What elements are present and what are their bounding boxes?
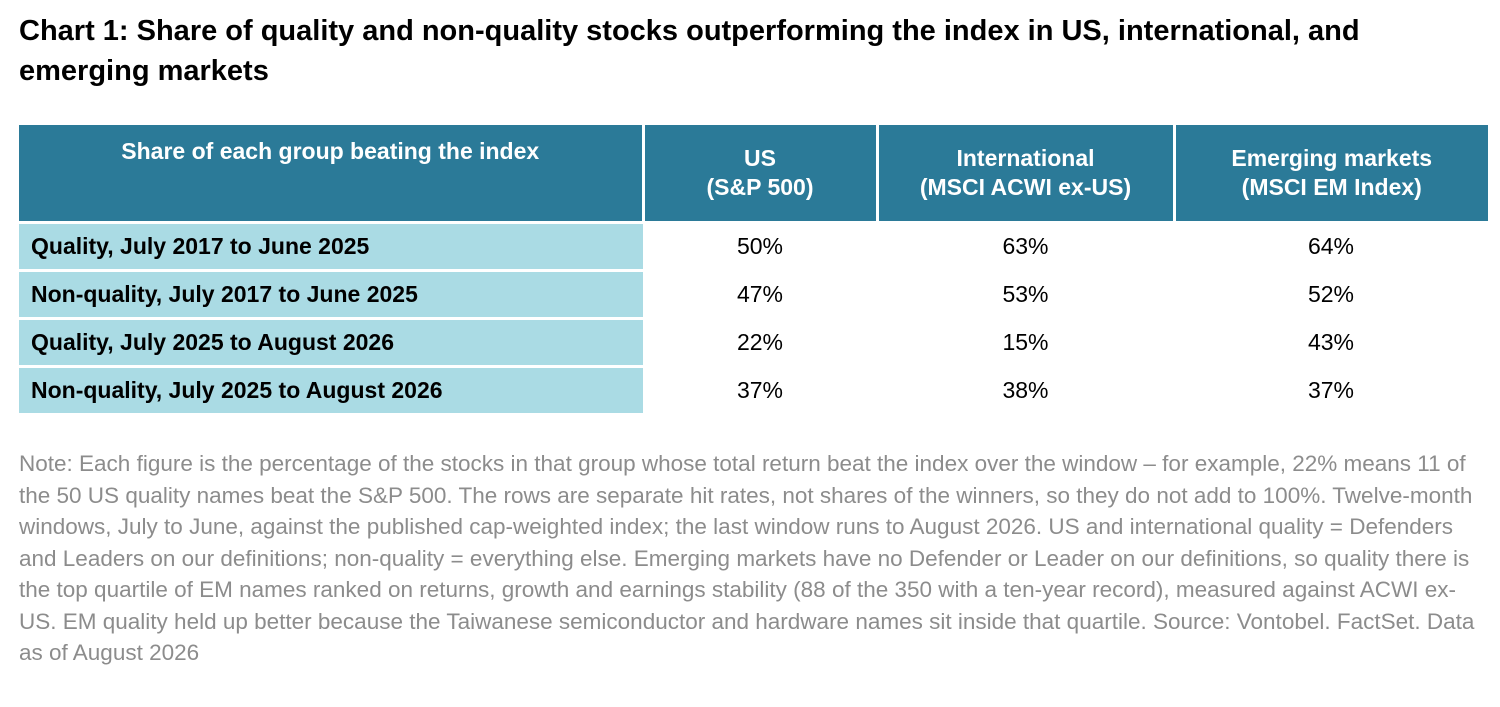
- row-label: Non-quality, July 2025 to August 2026: [19, 366, 643, 416]
- value-cell-us: 50%: [643, 222, 877, 272]
- value-cell-emerging-markets: 43%: [1174, 318, 1488, 368]
- column-header-us: US (S&P 500): [641, 125, 879, 224]
- row-label: Quality, July 2025 to August 2026: [19, 318, 643, 368]
- column-header-emerging-markets: Emerging markets (MSCI EM Index): [1172, 125, 1488, 224]
- row-label: Quality, July 2017 to June 2025: [19, 222, 643, 272]
- table-row: Non-quality, July 2025 to August 2026 37…: [19, 366, 1488, 416]
- value-cell-us: 22%: [643, 318, 877, 368]
- value-cell-international: 38%: [877, 366, 1174, 416]
- chart-title: Chart 1: Share of quality and non-qualit…: [19, 15, 1360, 87]
- outperformance-table: Share of each group beating the index US…: [19, 125, 1488, 416]
- row-label-header: Share of each group beating the index: [19, 125, 645, 224]
- table-row: Non-quality, July 2017 to June 2025 47% …: [19, 270, 1488, 320]
- value-cell-us: 47%: [643, 270, 877, 320]
- chart-note: Note: Each figure is the percentage of t…: [19, 451, 1475, 665]
- table-header-row: Share of each group beating the index US…: [19, 125, 1488, 224]
- value-cell-emerging-markets: 52%: [1174, 270, 1488, 320]
- value-cell-international: 63%: [877, 222, 1174, 272]
- row-label: Non-quality, July 2017 to June 2025: [19, 270, 643, 320]
- value-cell-emerging-markets: 64%: [1174, 222, 1488, 272]
- table-row: Quality, July 2017 to June 2025 50% 63% …: [19, 222, 1488, 272]
- column-header-international: International (MSCI ACWI ex-US): [875, 125, 1176, 224]
- value-cell-international: 15%: [877, 318, 1174, 368]
- value-cell-international: 53%: [877, 270, 1174, 320]
- value-cell-us: 37%: [643, 366, 877, 416]
- table-row: Quality, July 2025 to August 2026 22% 15…: [19, 318, 1488, 368]
- value-cell-emerging-markets: 37%: [1174, 366, 1488, 416]
